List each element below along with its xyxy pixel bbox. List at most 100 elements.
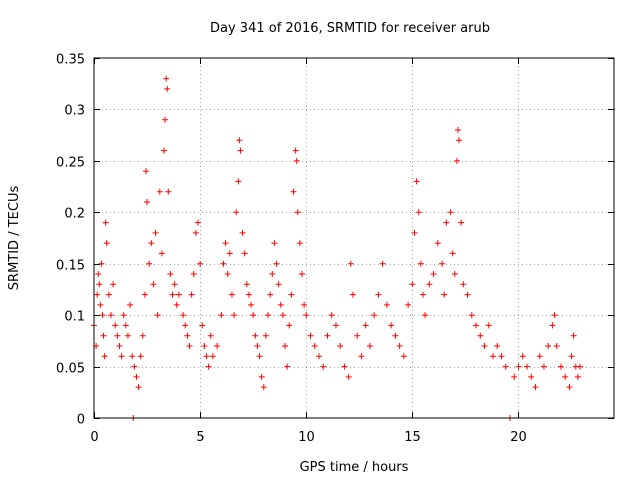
data-point bbox=[375, 291, 382, 298]
data-point bbox=[192, 229, 199, 236]
data-point bbox=[209, 353, 216, 360]
data-point bbox=[258, 373, 265, 380]
data-point bbox=[101, 353, 108, 360]
data-point bbox=[241, 250, 248, 257]
x-tick-label: 0 bbox=[90, 430, 98, 445]
data-point bbox=[207, 332, 214, 339]
data-point bbox=[254, 343, 261, 349]
data-point bbox=[269, 271, 276, 277]
y-tick-label: 0.25 bbox=[56, 156, 85, 171]
data-point bbox=[112, 322, 119, 329]
data-point bbox=[248, 301, 255, 308]
data-point bbox=[224, 271, 231, 277]
data-point bbox=[195, 219, 201, 226]
data-point bbox=[545, 343, 552, 349]
data-point bbox=[413, 178, 420, 185]
data-point bbox=[103, 240, 110, 247]
data-point bbox=[199, 322, 206, 329]
data-point bbox=[464, 291, 471, 298]
data-point bbox=[477, 332, 484, 339]
data-point bbox=[279, 312, 286, 319]
data-point bbox=[161, 147, 168, 154]
data-point bbox=[551, 312, 558, 319]
x-axis-label: GPS time / hours bbox=[300, 460, 409, 475]
data-point bbox=[349, 291, 356, 298]
x-tick-label: 5 bbox=[196, 430, 204, 445]
data-point bbox=[303, 312, 310, 319]
data-point bbox=[277, 301, 284, 308]
data-point bbox=[233, 209, 240, 216]
data-point bbox=[455, 127, 461, 133]
y-tick-label: 0.15 bbox=[56, 259, 85, 274]
data-point bbox=[205, 363, 212, 370]
data-point bbox=[434, 240, 441, 247]
data-point bbox=[273, 260, 280, 267]
data-point bbox=[568, 353, 575, 360]
data-point bbox=[127, 301, 134, 308]
data-point bbox=[481, 343, 488, 349]
data-point bbox=[447, 209, 454, 216]
data-point bbox=[137, 353, 144, 360]
data-point bbox=[107, 312, 114, 319]
data-point bbox=[243, 281, 250, 288]
data-point bbox=[282, 343, 289, 349]
data-point bbox=[536, 353, 543, 360]
data-point bbox=[532, 384, 539, 391]
data-point bbox=[163, 75, 170, 82]
data-point bbox=[324, 332, 331, 339]
data-point bbox=[405, 301, 412, 308]
data-point bbox=[328, 312, 335, 319]
data-point bbox=[311, 343, 318, 349]
data-point bbox=[347, 260, 354, 267]
data-point bbox=[358, 353, 365, 360]
data-point bbox=[129, 353, 136, 360]
data-point bbox=[511, 373, 518, 380]
data-point bbox=[519, 353, 526, 360]
data-point bbox=[167, 271, 174, 277]
data-point bbox=[553, 343, 560, 349]
y-tick-label: 0.3 bbox=[64, 104, 85, 119]
data-point bbox=[523, 363, 530, 370]
data-point bbox=[320, 363, 327, 370]
data-point bbox=[235, 178, 242, 185]
data-point bbox=[528, 373, 535, 380]
y-tick-label: 0.1 bbox=[64, 310, 85, 325]
data-point bbox=[288, 291, 295, 298]
data-point bbox=[218, 312, 225, 319]
data-point bbox=[540, 363, 547, 370]
data-point bbox=[250, 312, 257, 319]
data-point bbox=[453, 157, 460, 164]
data-point bbox=[441, 291, 448, 298]
data-point bbox=[502, 363, 509, 370]
data-point bbox=[97, 301, 104, 308]
data-point bbox=[164, 85, 171, 92]
data-point bbox=[165, 188, 172, 195]
x-tick-label: 20 bbox=[510, 430, 527, 445]
data-point bbox=[566, 384, 573, 391]
data-point bbox=[182, 322, 189, 329]
data-point bbox=[388, 322, 395, 329]
data-point bbox=[417, 260, 424, 267]
chart-title: Day 341 of 2016, SRMTID for receiver aru… bbox=[210, 21, 490, 36]
y-tick-label: 0 bbox=[77, 413, 85, 428]
data-point bbox=[411, 229, 418, 236]
data-point bbox=[267, 291, 274, 298]
data-point bbox=[214, 343, 221, 349]
data-point bbox=[275, 281, 282, 288]
data-point bbox=[262, 332, 269, 339]
data-point bbox=[180, 312, 187, 319]
data-point bbox=[577, 363, 584, 370]
data-point bbox=[400, 353, 407, 360]
data-point bbox=[197, 260, 204, 267]
data-point bbox=[307, 332, 314, 339]
data-point bbox=[124, 332, 131, 339]
data-point bbox=[98, 260, 105, 267]
data-point bbox=[498, 353, 505, 360]
data-point bbox=[252, 332, 259, 339]
data-point bbox=[468, 312, 475, 319]
data-point bbox=[148, 240, 155, 247]
data-point bbox=[184, 332, 191, 339]
data-point bbox=[315, 353, 322, 360]
data-point bbox=[286, 322, 293, 329]
y-axis-label: SRMTID / TECUs bbox=[7, 186, 22, 291]
